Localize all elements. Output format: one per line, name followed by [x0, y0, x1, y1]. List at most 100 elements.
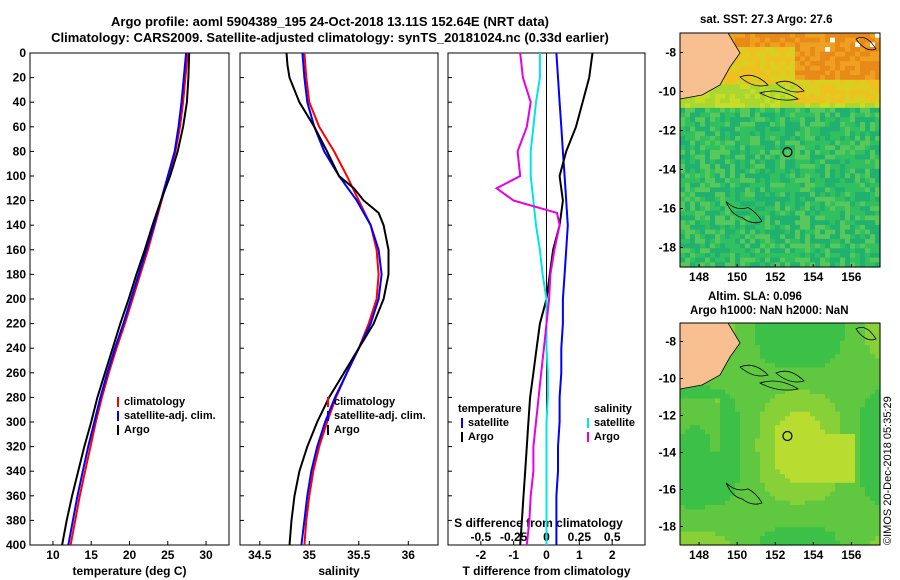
- map-cell: [755, 70, 761, 76]
- map-cell: [815, 336, 821, 342]
- map-cell: [690, 536, 696, 542]
- map-cell: [725, 416, 731, 422]
- map-cell: [735, 56, 741, 62]
- map-cell: [750, 150, 756, 156]
- map-cell: [735, 500, 741, 506]
- map-cell: [775, 47, 781, 53]
- map-cell: [745, 394, 751, 399]
- map-cell: [740, 429, 746, 435]
- map-cell: [805, 536, 811, 542]
- map-cell: [825, 389, 831, 395]
- map-cell: [840, 79, 846, 86]
- map-cell: [800, 474, 806, 479]
- map-cell: [725, 145, 731, 151]
- map-cell: [785, 248, 791, 254]
- sla-map-title-2: Argo h1000: NaN h2000: NaN: [690, 305, 849, 317]
- map-cell: [750, 478, 756, 484]
- map-cell: [720, 262, 726, 268]
- map-cell: [725, 487, 731, 493]
- map-cell: [760, 367, 766, 373]
- map-cell: [805, 187, 811, 193]
- map-cell: [700, 531, 706, 537]
- map-cell: [720, 465, 726, 471]
- map-cell: [840, 465, 846, 471]
- map-cell: [685, 398, 691, 404]
- map-cell: [865, 411, 871, 417]
- map-cell: [715, 407, 721, 413]
- map-cell: [730, 536, 736, 542]
- map-cell: [725, 394, 731, 399]
- map-cell: [840, 451, 846, 457]
- map-cell: [740, 173, 746, 179]
- map-cell: [710, 248, 716, 254]
- map-cell: [690, 103, 696, 109]
- map-cell: [855, 451, 861, 457]
- map-cell: [790, 509, 796, 515]
- map-cell: [845, 79, 851, 86]
- map-cell: [875, 65, 881, 72]
- map-cell: [755, 262, 761, 268]
- map-cell: [850, 140, 856, 146]
- map-cell: [780, 253, 786, 259]
- map-cell: [835, 536, 841, 542]
- map-cell: [830, 215, 836, 221]
- map-cell: [785, 442, 791, 448]
- map-cell: [845, 187, 851, 193]
- map-cell: [715, 522, 721, 528]
- map-cell: [690, 411, 696, 417]
- map-cell: [775, 434, 781, 439]
- map-cell: [860, 136, 866, 142]
- map-cell: [720, 173, 726, 179]
- map-cell: [740, 89, 746, 95]
- map-cell: [730, 257, 736, 263]
- map-cell: [705, 465, 711, 471]
- map-cell: [795, 201, 801, 207]
- map-cell: [800, 402, 806, 408]
- map-cell: [710, 173, 716, 179]
- map-cell: [825, 402, 831, 408]
- map-cell: [800, 465, 806, 471]
- map-cell: [820, 178, 826, 184]
- map-cell: [855, 117, 861, 123]
- map-cell: [780, 192, 786, 198]
- map-cell: [730, 145, 736, 151]
- map-cell: [680, 140, 686, 146]
- map-cell: [845, 349, 851, 355]
- map-cell: [875, 442, 881, 448]
- map-cell: [875, 248, 881, 254]
- legend-label: satellite-adj. clim.: [124, 410, 216, 422]
- map-cell: [825, 527, 831, 533]
- map-cell: [840, 201, 846, 207]
- map-cell: [790, 33, 796, 39]
- map-cell: [790, 478, 796, 484]
- map-cell: [735, 389, 741, 395]
- map-cell: [795, 323, 801, 328]
- map-cell: [750, 438, 756, 444]
- map-cell: [810, 196, 816, 203]
- map-cell: [700, 385, 706, 391]
- map-cell: [875, 522, 881, 528]
- map-cell: [780, 238, 786, 245]
- map-cell: [835, 262, 841, 268]
- map-cell: [730, 509, 736, 515]
- map-cell: [820, 363, 826, 368]
- map-cell: [680, 469, 686, 475]
- map-cell: [715, 536, 721, 542]
- map-cell: [765, 527, 771, 533]
- map-cell: [765, 349, 771, 355]
- map-cell: [705, 447, 711, 453]
- map-cell: [735, 215, 741, 221]
- map-cell: [695, 229, 701, 235]
- map-cell: [820, 117, 826, 123]
- map-cell: [805, 354, 811, 360]
- map-cell: [760, 42, 766, 48]
- map-cell: [775, 336, 781, 342]
- map-x-tick-label: 152: [765, 548, 785, 562]
- map-cell: [825, 371, 831, 377]
- map-cell: [825, 75, 831, 81]
- map-cell: [855, 513, 861, 519]
- map-cell: [740, 51, 746, 57]
- map-cell: [710, 434, 716, 439]
- map-cell: [760, 150, 766, 156]
- map-cell: [755, 257, 761, 263]
